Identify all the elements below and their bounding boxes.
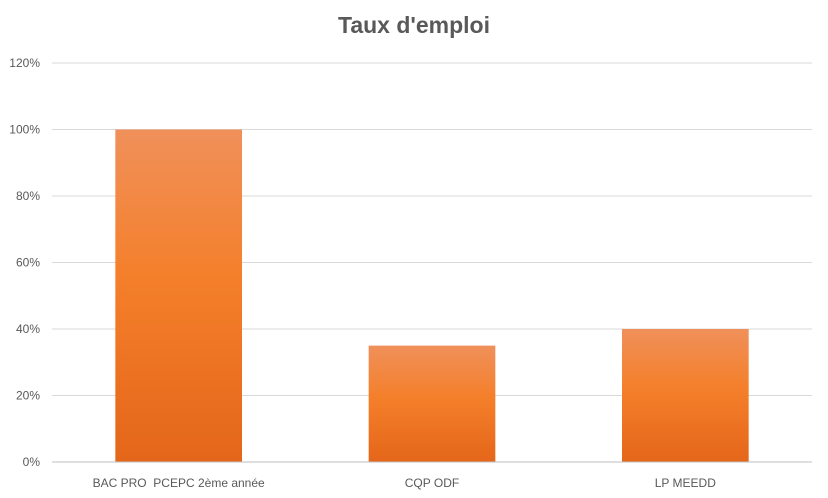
bar xyxy=(115,129,242,462)
y-axis-ticks: 0% 20% 40% 60% 80% 100% 120% xyxy=(9,56,40,469)
chart-title: Taux d'emploi xyxy=(337,12,490,38)
x-axis-labels: BAC PRO PCEPC 2ème année CQP ODF LP MEEDD xyxy=(93,476,717,490)
y-tick-label: 0% xyxy=(23,455,41,469)
bar xyxy=(622,329,749,462)
y-tick-label: 20% xyxy=(16,389,40,403)
bar xyxy=(368,345,496,462)
y-tick-label: 60% xyxy=(16,256,40,270)
y-tick-label: 100% xyxy=(9,123,40,137)
bars xyxy=(115,129,749,462)
y-tick-label: 120% xyxy=(9,56,40,70)
y-tick-label: 40% xyxy=(16,322,40,336)
x-category-label: BAC PRO PCEPC 2ème année xyxy=(93,476,265,490)
x-category-label: CQP ODF xyxy=(405,476,459,490)
x-category-label: LP MEEDD xyxy=(655,476,716,490)
y-tick-label: 80% xyxy=(16,189,40,203)
